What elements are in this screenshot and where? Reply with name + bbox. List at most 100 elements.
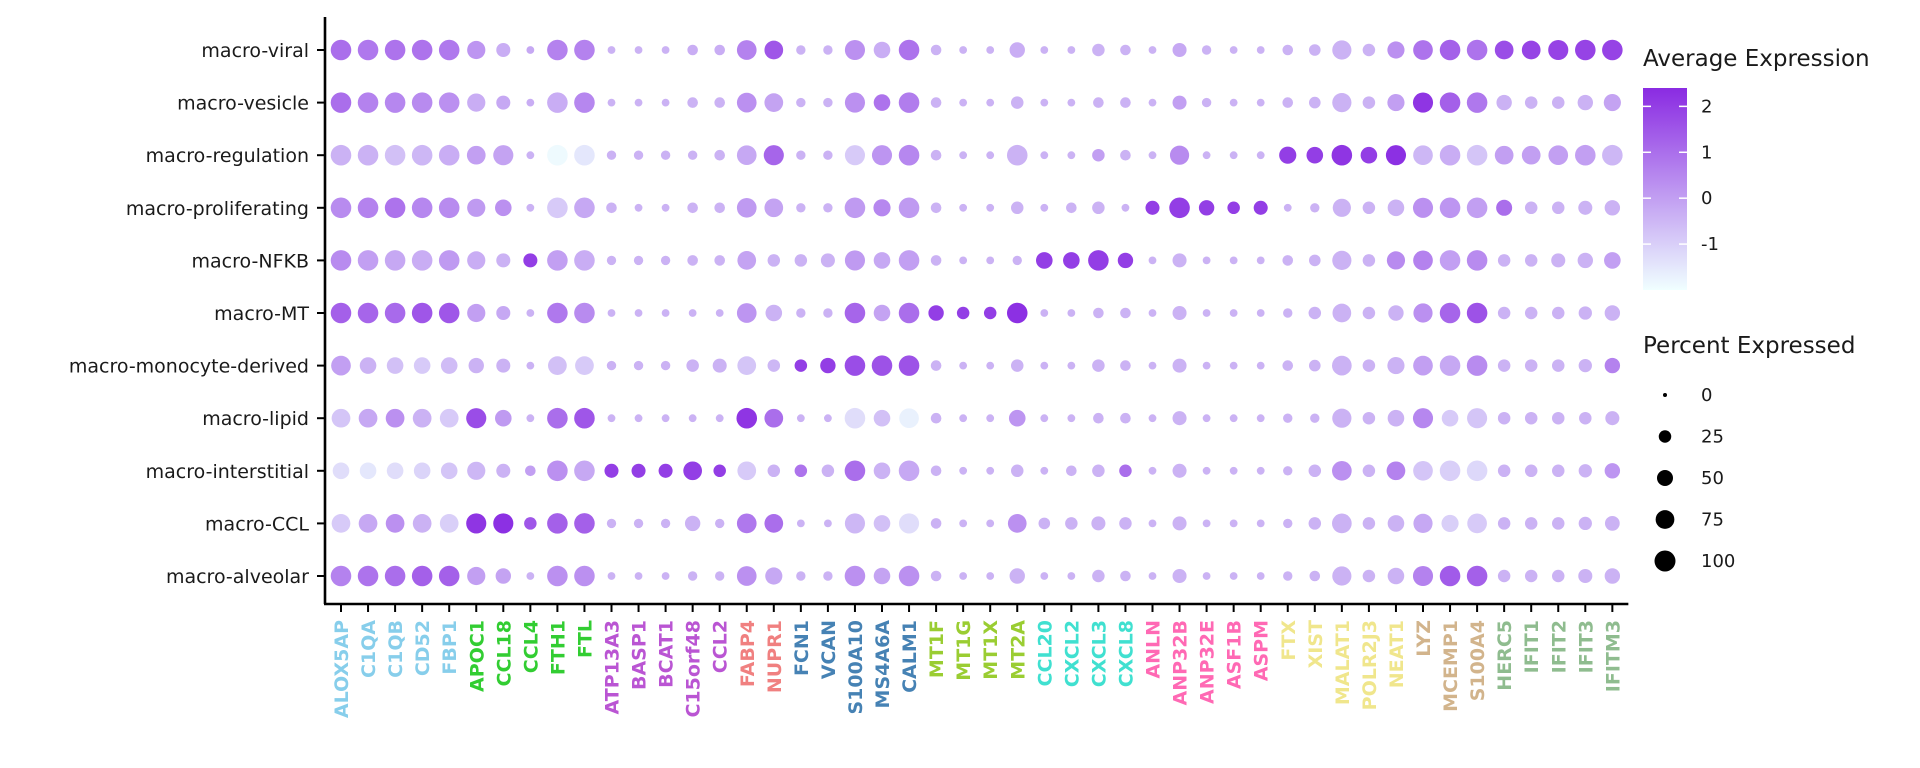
dot-mark (1036, 252, 1053, 269)
x-tick-label: ANP32E (1197, 620, 1219, 704)
dot-mark (1282, 255, 1294, 266)
x-tick-label: C1QA (358, 620, 380, 678)
dot-mark (983, 306, 997, 320)
dot-mark (1308, 517, 1322, 530)
y-tick-label: macro-MT (214, 303, 309, 325)
dot-mark (357, 39, 379, 61)
dot-mark (1092, 569, 1105, 583)
dot-mark (873, 199, 891, 217)
dot-mark (736, 303, 757, 323)
color-legend-bar (1643, 88, 1687, 290)
dot-mark (1466, 565, 1488, 587)
dot-mark (1605, 411, 1620, 426)
dot-mark (413, 462, 431, 480)
dot-mark (1575, 144, 1596, 166)
dot-mark (1092, 43, 1105, 57)
dot-mark (1466, 250, 1488, 271)
dot-mark (357, 565, 379, 587)
dot-mark (1412, 408, 1434, 429)
dot-mark (1386, 461, 1406, 481)
x-tick-label: LYZ (1413, 620, 1435, 657)
dot-mark (959, 203, 968, 212)
y-tick-label: macro-interstitial (146, 461, 309, 483)
dot-mark (526, 203, 535, 212)
dot-mark (386, 357, 404, 374)
dot-mark (764, 198, 784, 218)
dot-mark (658, 463, 673, 478)
dot-mark (823, 308, 833, 318)
x-tick-label: ASPM (1251, 620, 1273, 681)
x-tick-label: ANLN (1143, 620, 1165, 679)
dot-mark (1548, 39, 1569, 61)
dot-mark (899, 408, 919, 429)
dot-mark (823, 97, 833, 108)
dot-mark (1551, 253, 1566, 268)
dot-mark (1040, 466, 1049, 475)
dot-mark (736, 145, 757, 166)
x-tick-label: ATP13A3 (602, 620, 624, 714)
dot-mark (1201, 45, 1212, 55)
dot-mark (438, 92, 460, 113)
dot-mark (526, 151, 535, 160)
dot-mark (1552, 96, 1565, 109)
dot-mark (332, 462, 350, 480)
dot-mark (1093, 307, 1104, 319)
x-tick-label: MALAT1 (1332, 620, 1354, 705)
dot-mark (1524, 359, 1538, 372)
dot-mark (384, 302, 406, 324)
x-tick-label: MCEMP1 (1440, 620, 1462, 712)
dot-mark (634, 46, 643, 54)
dot-mark (796, 308, 806, 318)
x-tick-label: CCL4 (520, 620, 542, 673)
dot-mark (1040, 414, 1049, 423)
y-tick-label: macro-lipid (202, 408, 309, 430)
dot-mark (575, 356, 594, 375)
dot-mark (1548, 145, 1569, 166)
dot-mark (1362, 96, 1376, 109)
dot-mark (574, 565, 595, 587)
dot-mark (1496, 94, 1512, 111)
dot-mark (1093, 412, 1104, 424)
dot-mark (686, 359, 699, 372)
dot-mark (1387, 567, 1405, 585)
size-legend-label: 75 (1701, 510, 1724, 531)
dot-mark (1309, 570, 1321, 582)
dot-mark (1575, 39, 1596, 61)
dot-mark (959, 466, 968, 475)
dot-mark (1283, 203, 1292, 212)
dot-mark (1256, 309, 1265, 317)
dot-mark (1120, 149, 1131, 161)
dot-mark (1229, 361, 1238, 370)
x-tick-label: ASF1B (1224, 620, 1246, 689)
dot-mark (1552, 411, 1565, 425)
dot-mark (440, 462, 458, 480)
dot-mark (1602, 39, 1623, 61)
dot-mark (1387, 357, 1405, 375)
dot-mark (1578, 306, 1592, 320)
dot-mark (794, 359, 808, 372)
dot-mark (1256, 151, 1265, 160)
y-tick-label: macro-regulation (146, 145, 309, 167)
dot-mark (358, 514, 378, 533)
x-tick-label: IFIT2 (1548, 620, 1570, 673)
dot-mark (1308, 464, 1322, 478)
dot-mark (1521, 145, 1541, 165)
dot-mark (547, 250, 568, 271)
dot-mark (1256, 414, 1265, 423)
dot-mark (1202, 151, 1211, 160)
dot-mark (1309, 96, 1321, 109)
dot-mark (1310, 413, 1320, 423)
dot-mark (688, 309, 697, 317)
dot-mark (1172, 305, 1187, 321)
dot-mark (1011, 201, 1024, 215)
dot-mark (1011, 96, 1024, 109)
dot-mark (1497, 517, 1511, 530)
dot-mark (1331, 144, 1353, 166)
dot-mark (1604, 463, 1621, 479)
dot-mark (796, 571, 806, 581)
dot-mark (959, 256, 968, 265)
dot-mark (1497, 359, 1511, 372)
dot-mark (1578, 358, 1592, 373)
dot-mark (330, 92, 352, 113)
dot-mark (715, 309, 724, 317)
